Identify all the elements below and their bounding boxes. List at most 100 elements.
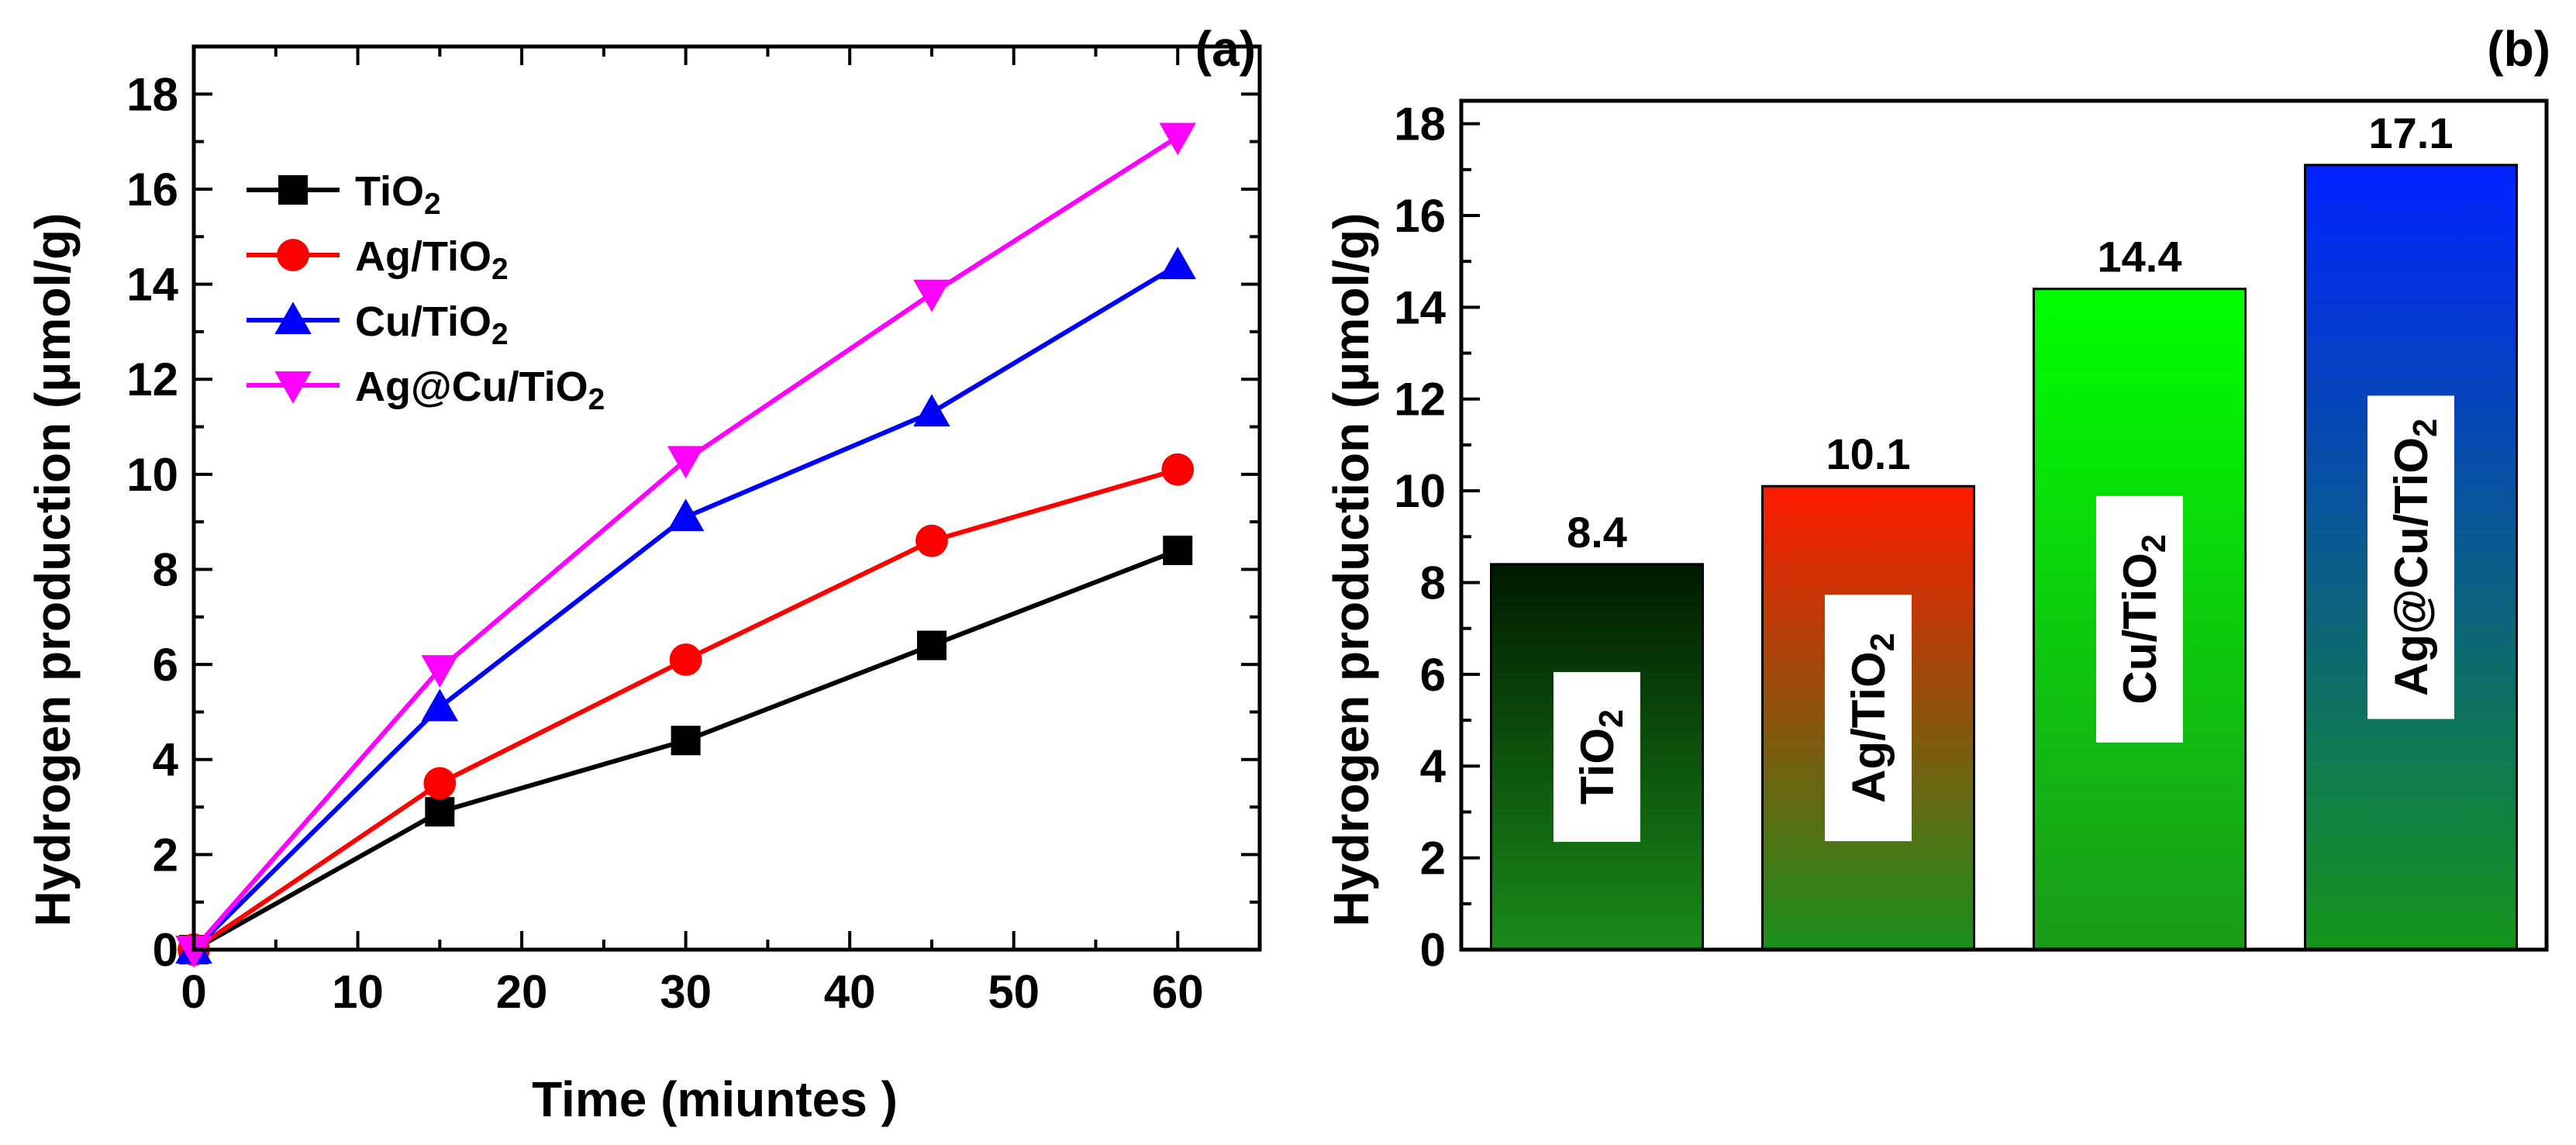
y-tick-label-a: 14 (126, 259, 178, 311)
bar-category-label-subscript: 2 (1864, 633, 1902, 651)
y-tick-label-a: 4 (153, 734, 179, 786)
y-tick-label-a: 2 (153, 829, 178, 881)
legend-marker (277, 239, 309, 271)
series-line (192, 467, 1179, 952)
x-tick-label-a: 0 (181, 966, 206, 1018)
legend-label-subscript: 2 (491, 318, 509, 351)
legend-marker (278, 175, 308, 205)
bar-category-label: TiO2 (1571, 709, 1630, 805)
line-plot-area (175, 122, 1196, 968)
series-tio-line (179, 535, 1193, 964)
legend-label-main: TiO (355, 168, 424, 215)
bar-value-label: 17.1 (2369, 109, 2454, 157)
data-point-marker (913, 279, 950, 312)
bar-category-label-main: Ag@Cu/TiO (2385, 437, 2437, 696)
bar-category-label-subscript: 2 (2407, 419, 2444, 437)
y-axis-title-b: Hydrogen production (μmol/g) (1323, 213, 1379, 927)
bar-category-label-main: Ag/TiO (1843, 651, 1895, 803)
bar-name-box (1554, 671, 1640, 842)
bar-category-label: Cu/TiO2 (2114, 534, 2173, 705)
data-point-marker (421, 655, 459, 688)
y-tick-label-b: 18 (1394, 98, 1446, 150)
legend-label: Ag@Cu/TiO2 (355, 364, 605, 416)
bar-category-label: Ag@Cu/TiO2 (2385, 419, 2444, 696)
legend-marker (274, 371, 312, 404)
legend-entry: Ag/TiO2 (247, 233, 509, 286)
panel-label-b: (b) (2487, 21, 2550, 77)
y-tick-label-b: 4 (1420, 740, 1447, 792)
legend-label: Ag/TiO2 (355, 233, 509, 286)
legend-label: Cu/TiO2 (355, 298, 509, 351)
data-point-marker (423, 767, 457, 800)
x-tick-label-a: 40 (824, 966, 876, 1018)
y-tick-label-b: 0 (1420, 924, 1446, 976)
y-tick-label-a: 6 (153, 639, 178, 691)
data-point-marker (916, 524, 948, 557)
data-point-marker (1161, 453, 1195, 486)
bar-category-label-subscript: 2 (2136, 534, 2173, 553)
data-point-marker (1163, 535, 1193, 565)
legend-label-subscript: 2 (588, 383, 605, 416)
line-chart-axes: 0 10 20 30 40 50 60 0 2 4 6 8 10 12 14 16 18 (126, 44, 1262, 1018)
bar-value-label: 10.1 (1826, 429, 1911, 478)
bar-category-label-subscript: 2 (1593, 709, 1630, 728)
bar-group: 10.1 Ag/TiO2 (1761, 429, 1975, 951)
y-tick-label-b: 10 (1394, 465, 1446, 517)
legend-label-subscript: 2 (491, 253, 509, 286)
bar-value-label: 8.4 (1567, 508, 1627, 557)
x-tick-label-a: 10 (332, 966, 384, 1018)
data-point-marker (913, 394, 950, 427)
bar-name-box (2096, 495, 2183, 743)
bar-category-label-main: TiO (1571, 728, 1623, 805)
plot-frame-b (1459, 98, 2549, 952)
panel-label-a: (a) (1195, 21, 1256, 77)
legend-label-main: Cu/TiO (355, 298, 491, 345)
y-tick-label-b: 14 (1394, 281, 1446, 333)
y-axis-title-a: Hydrogen production (μmol/g) (25, 213, 81, 927)
bar-chart-axes: 0 2 4 6 8 10 12 14 16 18 (1394, 98, 2549, 976)
legend-label-main: Ag/TiO (355, 233, 491, 280)
series-line (191, 134, 1179, 951)
bar-plot-area: 8.4TiO210.1Ag/TiO214.4Cu/TiO217.1Ag@Cu/T… (1490, 109, 2518, 951)
x-tick-label-a: 30 (660, 966, 712, 1018)
data-point-marker (667, 446, 705, 479)
legend-label-main: Ag@Cu/TiO (355, 364, 588, 410)
bar-group: 8.4 TiO2 (1490, 508, 1704, 951)
legend-entry: Ag@Cu/TiO2 (247, 364, 605, 416)
bar-value-label: 14.4 (2098, 233, 2182, 281)
y-tick-label-a: 12 (126, 354, 178, 405)
data-point-marker (425, 797, 455, 827)
y-tick-label-b: 16 (1394, 190, 1446, 242)
bar-chart-panel: (b) 8.4TiO210.1Ag/TiO214.4Cu/TiO217.1Ag@… (1323, 21, 2550, 976)
data-point-marker (175, 935, 212, 968)
data-point-marker (421, 688, 459, 722)
x-tick-label-a: 20 (496, 966, 548, 1018)
y-tick-label-a: 10 (126, 449, 178, 501)
bar-group: 14.4 Cu/TiO2 (2033, 233, 2247, 951)
y-tick-label-b: 2 (1420, 833, 1446, 885)
series-cutio-line (175, 247, 1196, 964)
y-tick-label-a: 0 (153, 924, 178, 976)
data-point-marker (1159, 247, 1196, 280)
legend-label-subscript: 2 (424, 188, 441, 221)
x-tick-label-a: 60 (1152, 966, 1204, 1018)
y-tick-label-b: 6 (1420, 649, 1446, 701)
data-point-marker (669, 643, 702, 676)
y-tick-label-a: 18 (126, 68, 178, 120)
bar-category-label: Ag/TiO2 (1843, 633, 1902, 803)
legend-entry: TiO2 (247, 168, 441, 221)
data-point-marker (667, 498, 705, 532)
y-tick-label-b: 8 (1420, 557, 1446, 609)
legend-label: TiO2 (355, 168, 441, 221)
plot-frame-a (191, 44, 1262, 952)
x-tick-label-a: 50 (988, 966, 1040, 1018)
bar-name-box (2367, 395, 2454, 719)
data-point-marker (671, 726, 701, 756)
legend-marker (274, 302, 312, 335)
y-tick-label-a: 8 (153, 543, 178, 595)
bar-group: 17.1 Ag@Cu/TiO2 (2304, 109, 2518, 951)
data-point-marker (916, 630, 947, 660)
